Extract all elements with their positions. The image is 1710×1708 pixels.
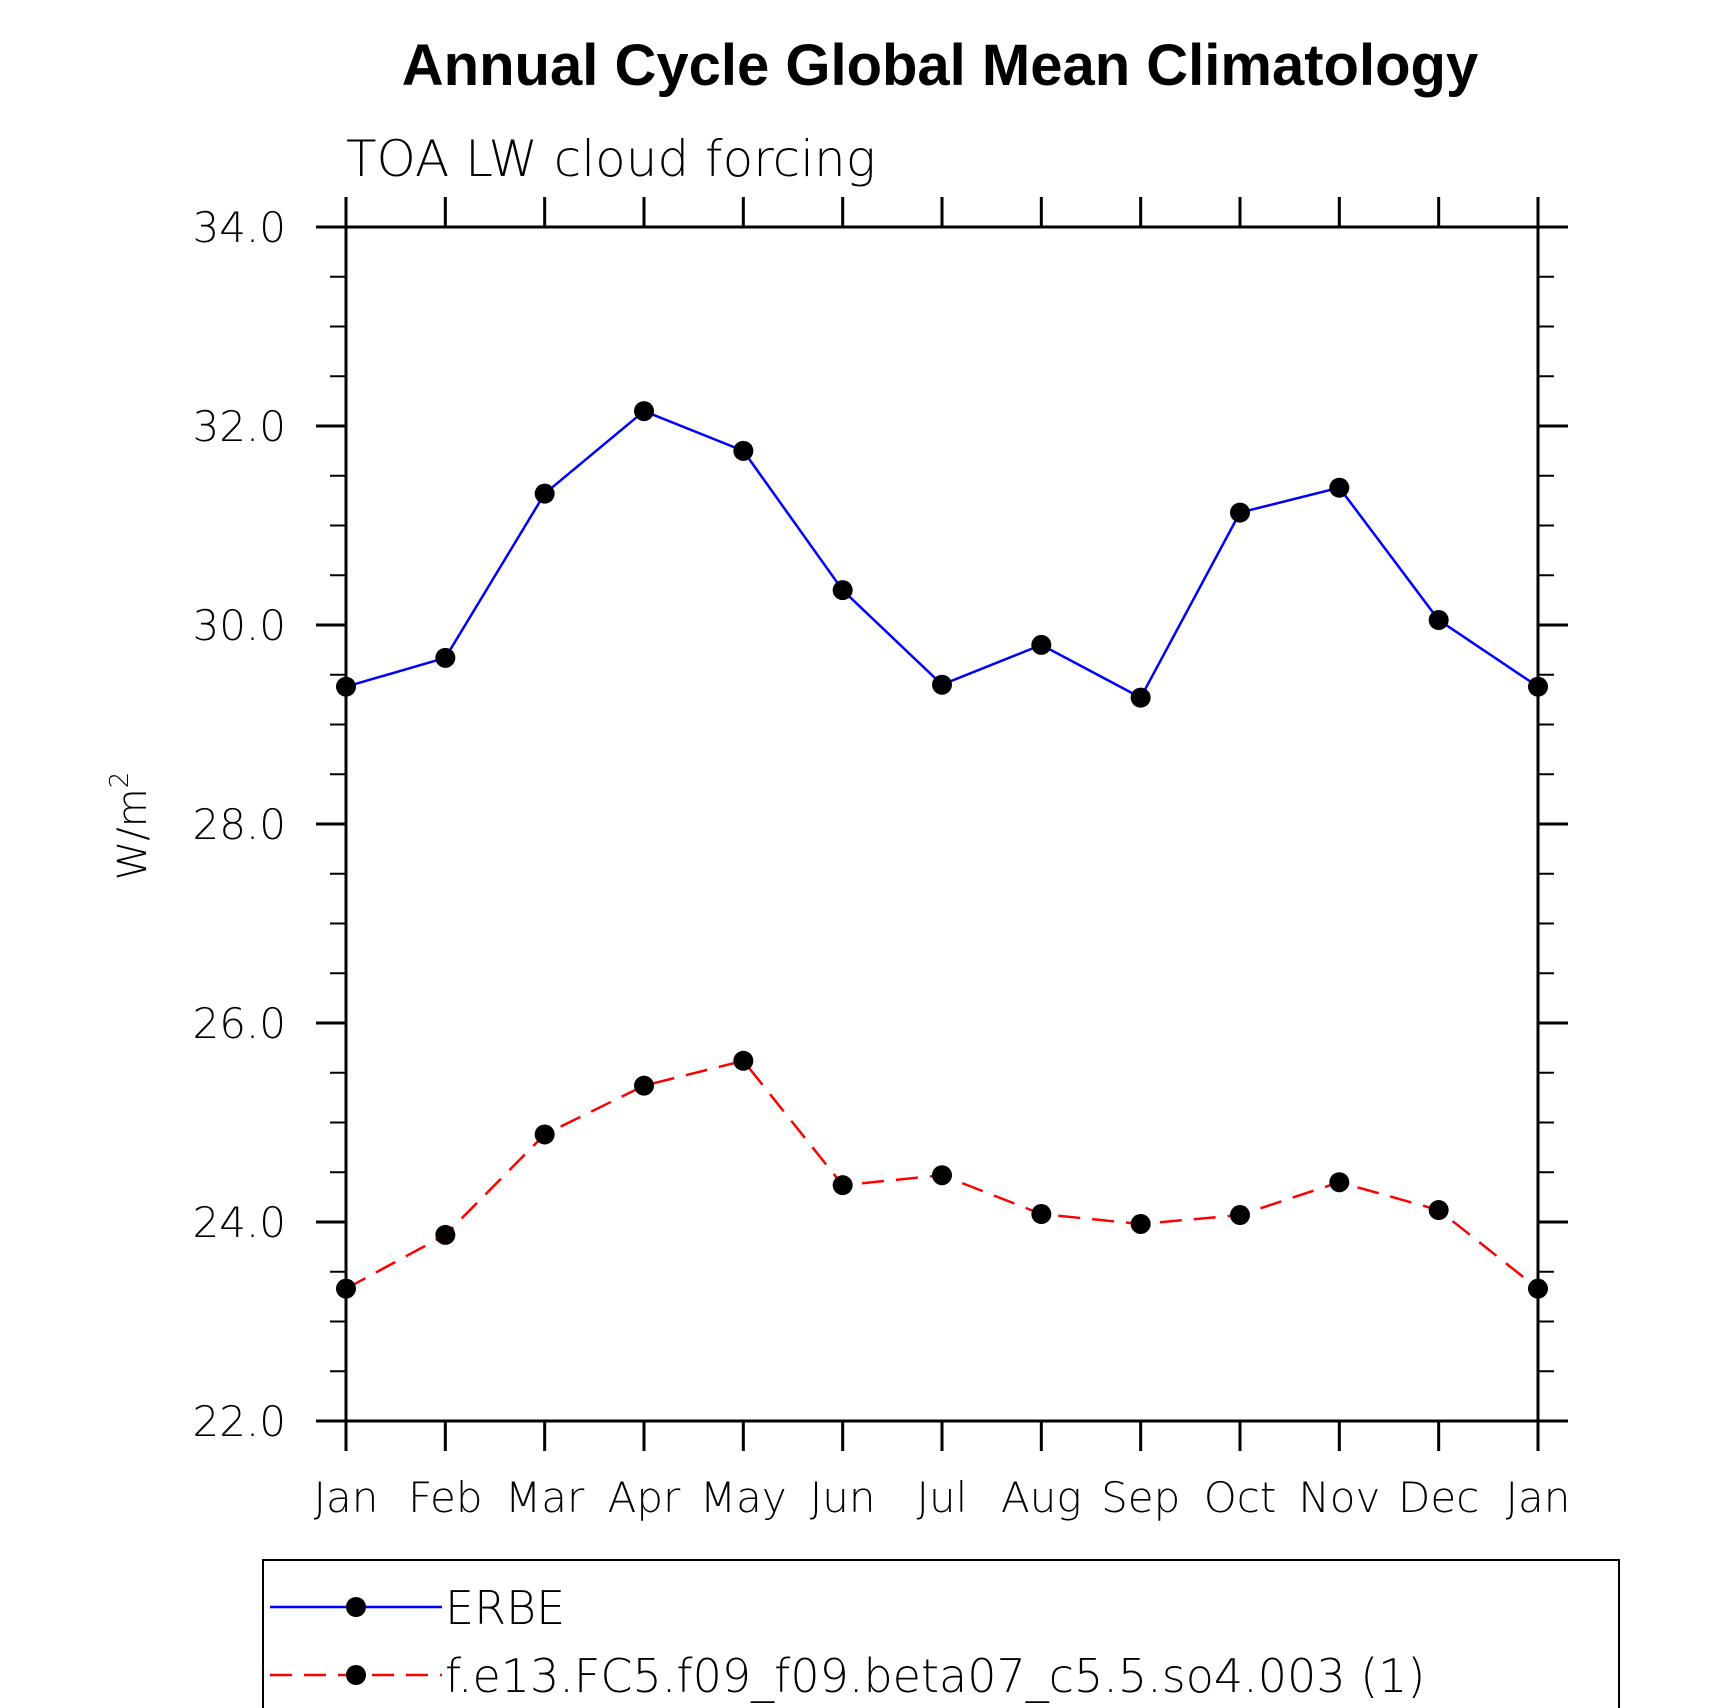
- series-line-0: [345, 409, 1539, 700]
- series-1-point: [1428, 1200, 1449, 1221]
- y-tick-label: 24.0: [192, 1198, 286, 1247]
- legend-label-1: f.e13.FC5.f09_f09.beta07_c5.5.so4.003 (1…: [445, 1649, 1425, 1703]
- y-tick-label: 22.0: [192, 1397, 286, 1446]
- series-1-point: [832, 1175, 853, 1196]
- series-0-point: [1031, 634, 1052, 655]
- x-tick-label: Jan: [1506, 1473, 1571, 1522]
- x-tick-label: Jan: [314, 1473, 379, 1522]
- y-tick-label: 30.0: [192, 601, 286, 650]
- series-1-point: [435, 1224, 456, 1245]
- x-tick-label: Mar: [505, 1473, 585, 1522]
- legend-label-0: ERBE: [445, 1581, 565, 1635]
- y-axis-label-base: W/m: [110, 788, 156, 880]
- plot-frame: [344, 225, 1540, 1423]
- x-tick-label: Jun: [810, 1473, 876, 1522]
- legend-entries: ERBE f.e13.FC5.f09_f09.beta07_c5.5.so4.00…: [270, 1581, 1425, 1703]
- series-1-point: [733, 1050, 754, 1071]
- series-0-point: [733, 440, 754, 461]
- axis-ticks: [316, 197, 1568, 1451]
- series-1-point: [932, 1165, 952, 1186]
- chart-title: Annual Cycle Global Mean Climatology: [402, 33, 1478, 98]
- series-0-point: [1130, 687, 1151, 708]
- x-tick-label: Dec: [1398, 1473, 1479, 1522]
- series-0-point: [932, 674, 952, 695]
- series-1-point: [1031, 1204, 1052, 1225]
- y-tick-label: 34.0: [192, 203, 286, 252]
- chart-subtitle: TOA LW cloud forcing: [346, 130, 876, 188]
- legend-marker-0: [346, 1597, 366, 1617]
- x-tick-label: Jul: [917, 1473, 968, 1522]
- series-0-point: [634, 401, 654, 422]
- series-1-point: [1329, 1172, 1350, 1193]
- series-0-point: [832, 580, 853, 601]
- series-1-point: [1230, 1205, 1250, 1226]
- series-0-point: [534, 483, 555, 504]
- y-axis-label-superscript: 2: [105, 772, 135, 789]
- legend: ERBE f.e13.FC5.f09_f09.beta07_c5.5.so4.00…: [262, 1559, 1620, 1708]
- series-0-point: [1329, 477, 1350, 498]
- series-layer: [336, 401, 1548, 1299]
- y-axis-label: W/m2: [105, 772, 156, 881]
- x-tick-label: May: [700, 1473, 787, 1522]
- y-tick-labels: 22.0 24.0 26.0 28.0 30.0 32.0 34.0: [192, 203, 286, 1446]
- x-tick-label: Oct: [1204, 1473, 1277, 1522]
- series-1-point: [634, 1075, 654, 1096]
- x-tick-label: Apr: [608, 1473, 681, 1522]
- x-tick-labels: Jan Feb Mar Apr May Jun Jul Aug Sep Oct Nov Dec Jan: [314, 1473, 1571, 1522]
- series-0-point: [1428, 610, 1449, 631]
- x-tick-label: Sep: [1101, 1473, 1180, 1522]
- series-0-point: [435, 647, 456, 668]
- y-tick-label: 28.0: [192, 800, 286, 849]
- y-tick-label: 32.0: [192, 402, 286, 451]
- legend-marker-1: [346, 1665, 366, 1685]
- x-tick-label: Feb: [408, 1473, 482, 1522]
- x-tick-label: Aug: [1001, 1473, 1082, 1522]
- series-1-point: [1130, 1213, 1151, 1234]
- legend-box: [262, 1559, 1620, 1708]
- y-tick-label: 26.0: [192, 999, 286, 1048]
- x-tick-label: Nov: [1298, 1473, 1380, 1522]
- series-0-point: [1230, 502, 1250, 523]
- series-1-point: [534, 1124, 555, 1145]
